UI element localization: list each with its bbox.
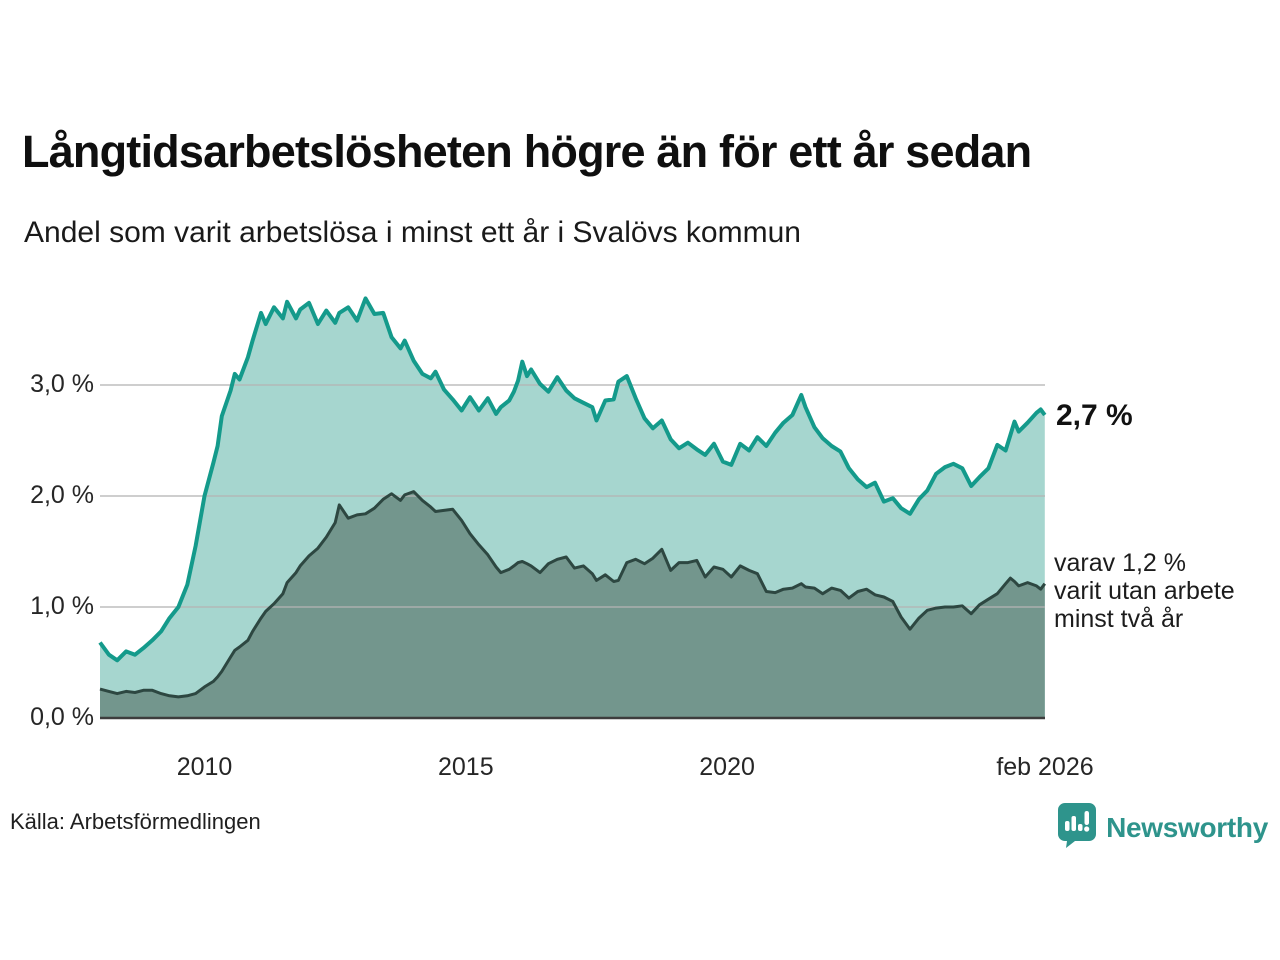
source-attribution: Källa: Arbetsförmedlingen [10, 809, 261, 834]
x-axis-tick-2010: 2010 [176, 753, 233, 781]
x-axis-tick-feb 2026: feb 2026 [996, 753, 1094, 781]
page-title: Långtidsarbetslösheten högre än för ett … [22, 126, 1032, 177]
two-year-share-line2: varit utan arbete [1054, 577, 1235, 605]
x-axis-tick-2020: 2020 [699, 753, 755, 781]
two-year-share-label: varav 1,2 % varit utan arbete minst två … [1054, 549, 1235, 633]
chart-subtitle: Andel som varit arbetslösa i minst ett å… [24, 216, 801, 249]
y-axis-tick-1,0 %: 1,0 % [30, 592, 94, 620]
y-axis-tick-3,0 %: 3,0 % [30, 370, 94, 398]
y-axis-tick-0,0 %: 0,0 % [30, 703, 94, 731]
brand-name: Newsworthy [1106, 812, 1268, 843]
latest-value-label: 2,7 % [1056, 399, 1133, 432]
two-year-share-line3: minst två år [1054, 605, 1184, 633]
x-axis-tick-2015: 2015 [438, 753, 494, 781]
newsworthy-bar-chart-bubble-icon [1057, 802, 1097, 854]
newsworthy-brand: Newsworthy [1057, 802, 1268, 854]
y-axis-tick-2,0 %: 2,0 % [30, 481, 94, 509]
two-year-share-line1: varav 1,2 % [1054, 549, 1187, 577]
